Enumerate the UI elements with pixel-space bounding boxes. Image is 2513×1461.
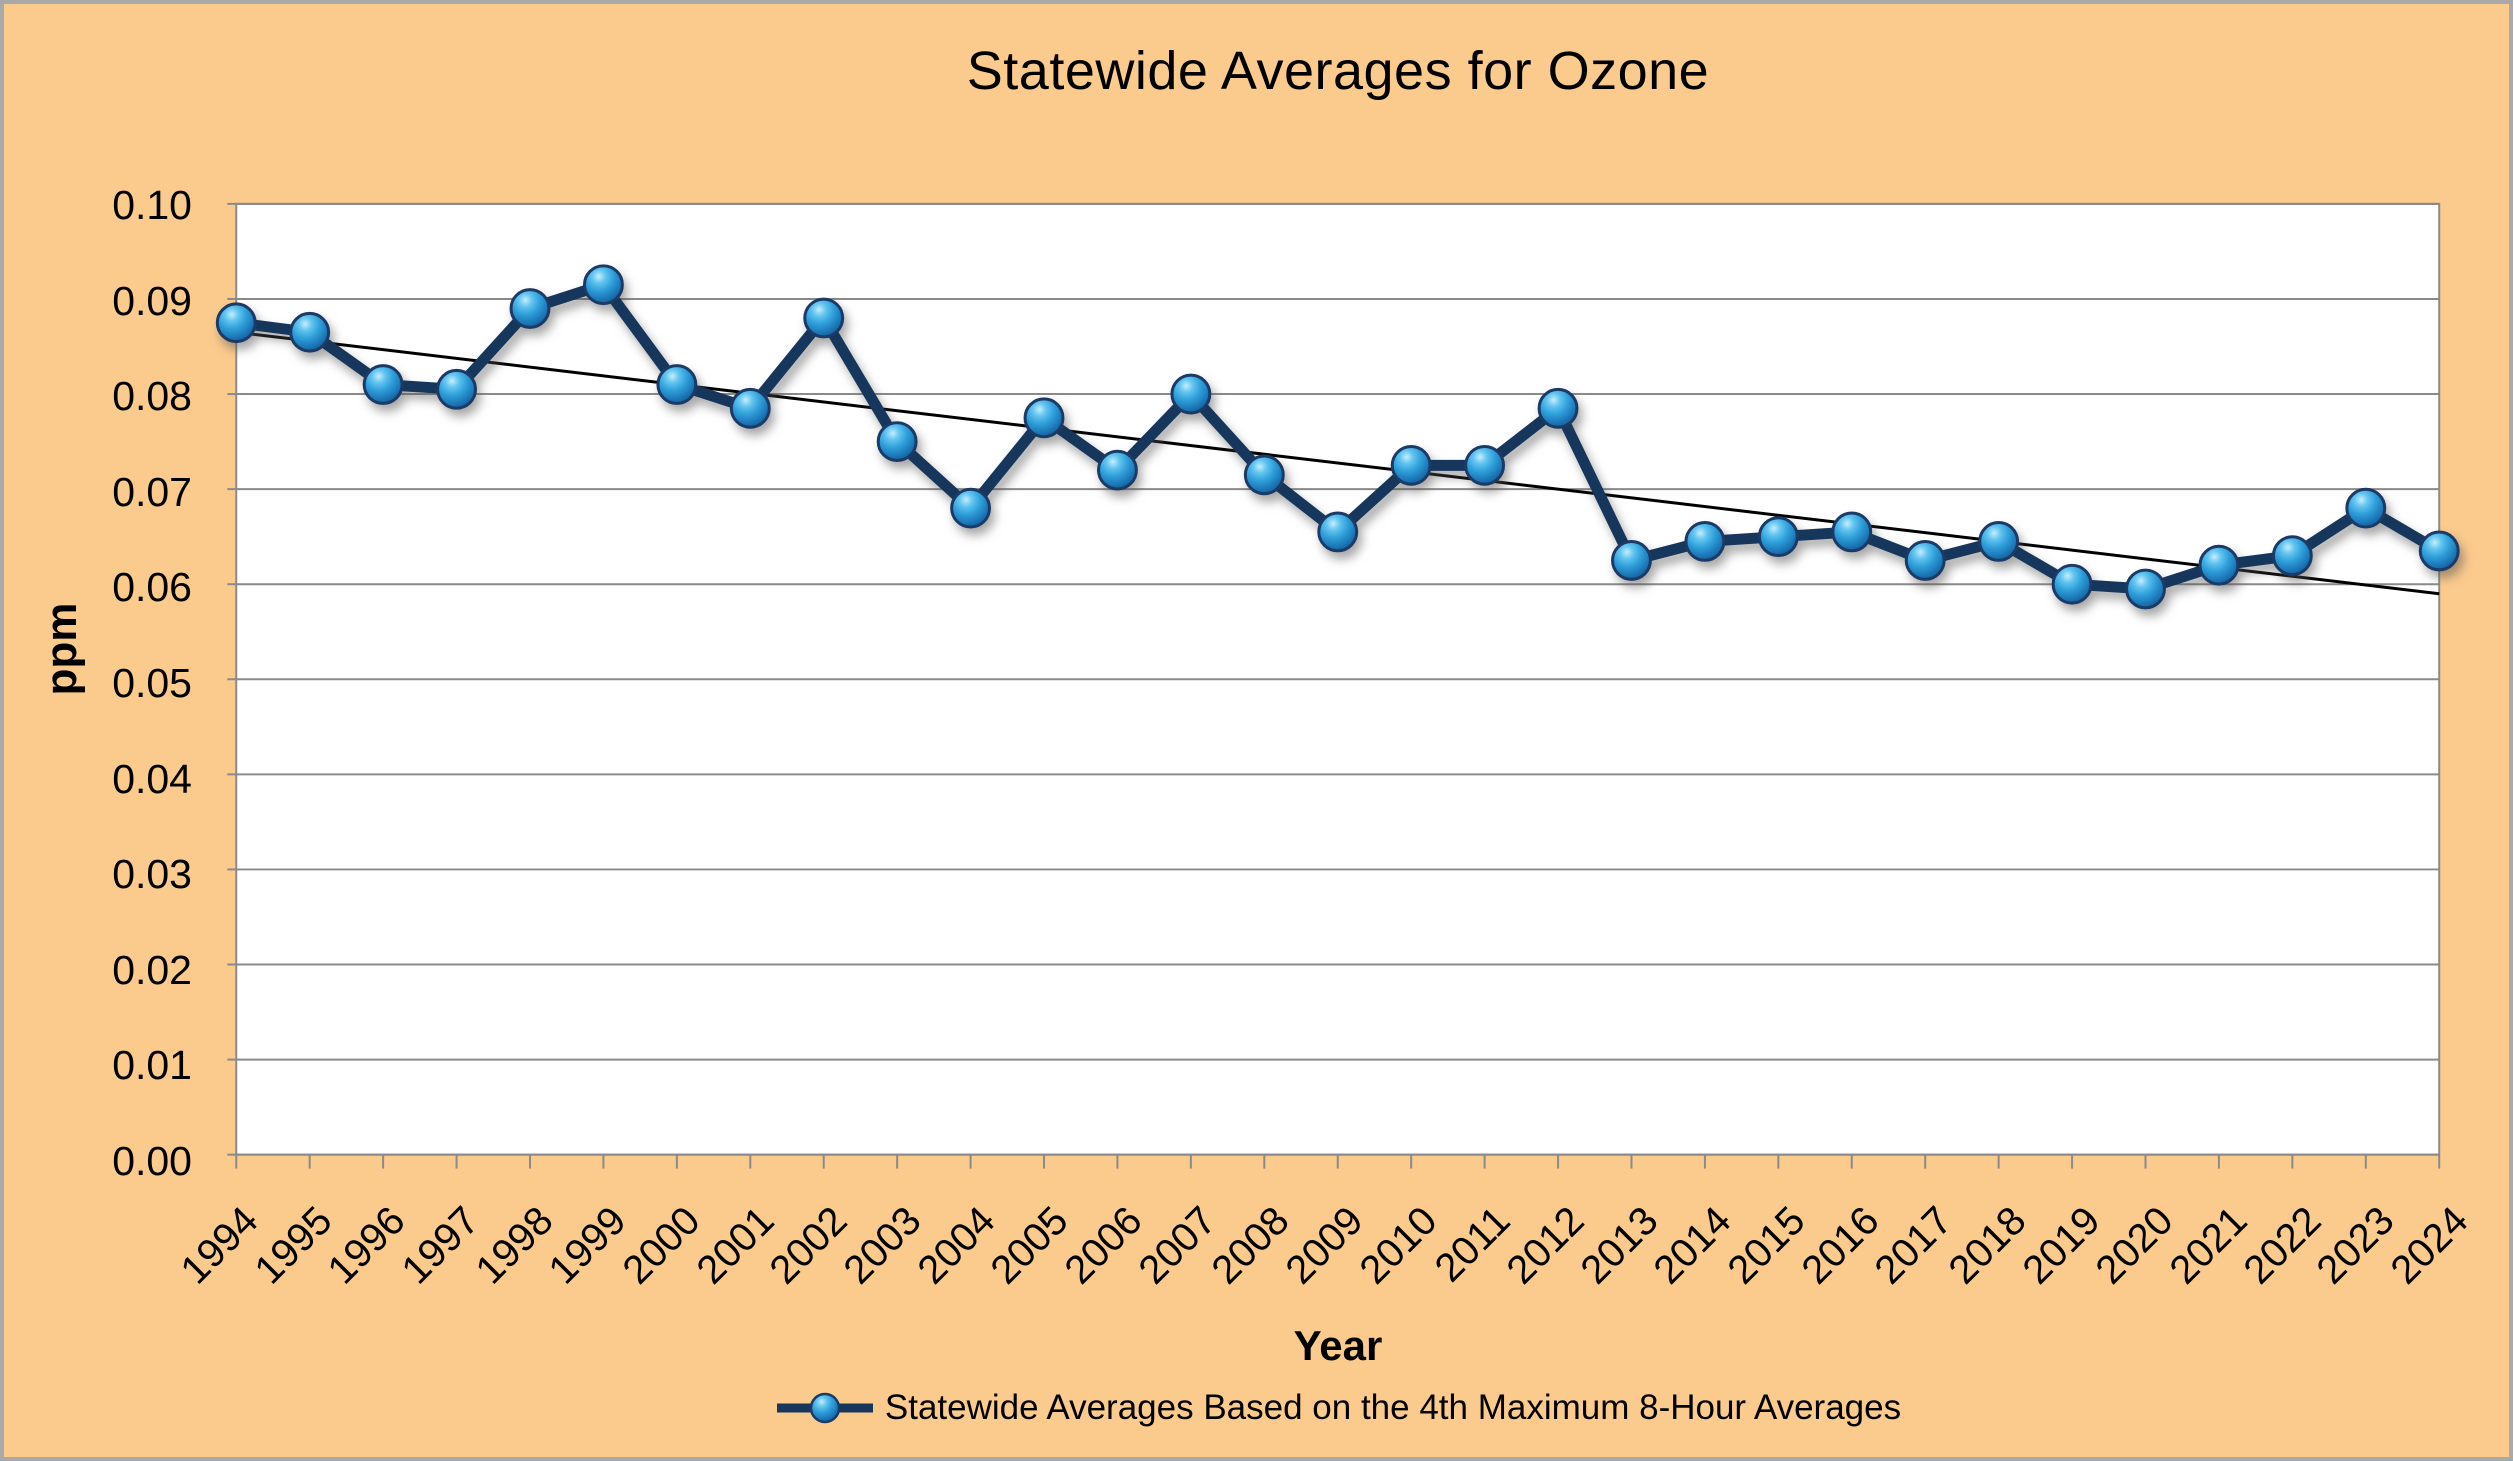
y-tick-label-0.05: 0.05 — [112, 660, 192, 706]
data-point-2020 — [2125, 568, 2166, 610]
data-point-2012 — [1537, 387, 1579, 429]
data-point-1996 — [362, 364, 404, 405]
data-point-1994 — [215, 302, 257, 344]
data-point-2015 — [1757, 516, 1799, 558]
y-tick-label-0.09: 0.09 — [112, 277, 192, 324]
data-point-1997 — [436, 368, 477, 410]
y-tick-label-0.10: 0.10 — [112, 182, 192, 228]
data-point-2017 — [1904, 540, 1946, 581]
data-point-2004 — [950, 487, 992, 529]
y-tick-label-0.03: 0.03 — [112, 851, 192, 898]
legend: Statewide Averages Based on the 4th Maxi… — [233, 1388, 2443, 1428]
legend-marker-icon — [776, 1392, 873, 1424]
data-point-1995 — [289, 311, 331, 353]
data-point-2011 — [1464, 444, 1506, 486]
data-point-2013 — [1611, 540, 1652, 581]
data-point-2022 — [2271, 535, 2313, 577]
data-point-2002 — [803, 297, 845, 339]
y-tick-label-0.01: 0.01 — [112, 1042, 192, 1089]
data-point-2008 — [1243, 454, 1285, 496]
data-point-2018 — [1978, 521, 2020, 562]
y-tick-label-0.07: 0.07 — [112, 468, 192, 515]
data-point-2003 — [876, 421, 918, 462]
x-axis-title: Year — [1293, 1322, 1383, 1369]
data-point-2016 — [1831, 511, 1873, 553]
data-point-2023 — [2345, 487, 2387, 529]
y-tick-label-0.04: 0.04 — [112, 755, 192, 802]
data-point-2010 — [1390, 444, 1432, 486]
data-point-2019 — [2051, 563, 2093, 605]
line-chart — [215, 202, 2460, 1169]
y-tick-label-0.00: 0.00 — [112, 1138, 192, 1184]
data-point-2001 — [729, 387, 771, 429]
chart-title: Statewide Averages for Ozone — [966, 41, 1710, 101]
data-point-2024 — [2418, 530, 2460, 572]
data-point-2005 — [1023, 397, 1065, 439]
data-point-2014 — [1684, 521, 1726, 562]
plot-border — [235, 202, 2441, 1156]
y-tick-label-0.06: 0.06 — [112, 564, 192, 611]
data-point-2009 — [1317, 511, 1359, 553]
data-point-2007 — [1170, 373, 1212, 415]
data-point-2006 — [1097, 449, 1138, 491]
y-tick-label-0.02: 0.02 — [112, 946, 192, 993]
data-point-2000 — [656, 364, 698, 405]
trendline — [236, 330, 2440, 596]
legend-label: Statewide Averages Based on the 4th Maxi… — [884, 1388, 1902, 1427]
data-point-1999 — [582, 264, 624, 306]
data-point-1998 — [509, 288, 551, 329]
data-point-2021 — [2198, 544, 2240, 586]
y-tick-label-0.08: 0.08 — [112, 373, 192, 420]
data-series — [215, 264, 2460, 610]
